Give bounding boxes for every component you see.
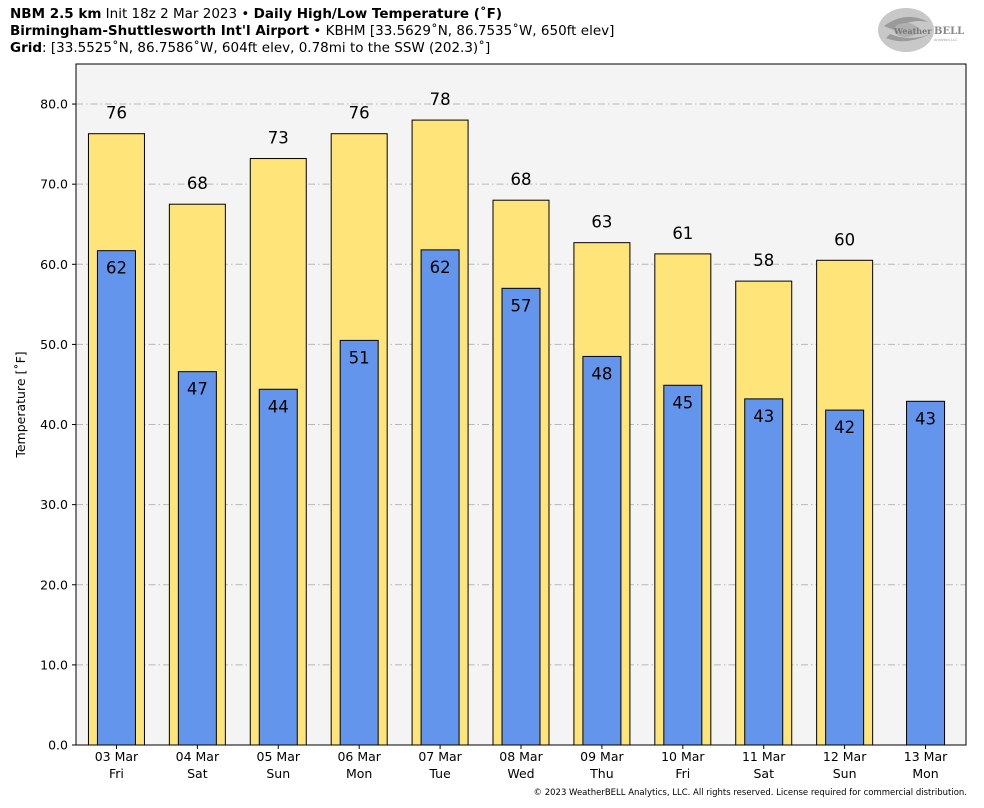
low-temp-label: 44 xyxy=(268,397,289,416)
high-temp-label: 76 xyxy=(349,104,370,123)
low-temp-label: 62 xyxy=(106,259,127,278)
axes: 0.0 10.0 20.0 30.0 40.0 50.0 60.0 70.0 80.0 03 Ma… xyxy=(40,97,948,781)
low-temp-label: 62 xyxy=(430,258,451,277)
high-temp-label: 63 xyxy=(591,213,612,232)
low-temp-bar xyxy=(177,371,217,746)
high-temp-label: 73 xyxy=(268,129,289,148)
x-tick-label-day: Sun xyxy=(266,766,290,781)
low-temp-bar xyxy=(258,388,298,746)
low-temp-bar xyxy=(420,249,460,746)
logo-text-b: BELL xyxy=(934,26,964,37)
x-tick-label-date: 13 Mar xyxy=(904,749,948,764)
low-temp-label: 48 xyxy=(591,364,612,383)
low-temp-bar xyxy=(825,409,865,746)
y-tick-label: 60.0 xyxy=(40,257,68,272)
high-temp-label: 68 xyxy=(511,170,532,189)
low-temp-label: 42 xyxy=(834,418,855,437)
high-temp-label: 78 xyxy=(430,90,451,109)
high-temp-label: 61 xyxy=(672,224,693,243)
x-tick-label-day: Thu xyxy=(589,766,613,781)
low-temp-bar xyxy=(663,384,703,746)
x-tick-label-date: 05 Mar xyxy=(257,749,301,764)
low-temp-bar xyxy=(501,287,541,746)
x-tick-label-day: Fri xyxy=(109,766,124,781)
header-line-1: NBM 2.5 km Init 18z 2 Mar 2023 • Daily H… xyxy=(10,6,502,23)
x-tick-label-date: 09 Mar xyxy=(580,749,624,764)
low-temp-label: 45 xyxy=(672,393,693,412)
x-tick-label-date: 10 Mar xyxy=(661,749,705,764)
y-tick-label: 0.0 xyxy=(48,738,68,753)
grid-info: : [33.5525˚N, 86.7586˚W, 604ft elev, 0.7… xyxy=(42,40,491,56)
y-axis-label: Temperature [˚F] xyxy=(13,351,28,458)
x-tick-label-date: 03 Mar xyxy=(95,749,139,764)
x-tick-label-date: 06 Mar xyxy=(337,749,381,764)
copyright-notice: © 2023 WeatherBELL Analytics, LLC. All r… xyxy=(533,788,967,798)
y-tick-label: 70.0 xyxy=(40,177,68,192)
data-labels: 76 62 68 47 73 44 76 51 78 62 68 57 63 48 61 45 58 43 60 42… xyxy=(106,90,936,437)
station-info: • KBHM [33.5629˚N, 86.7535˚W, 650ft elev… xyxy=(309,23,615,39)
x-tick-label-date: 11 Mar xyxy=(742,749,786,764)
logo-tagline: Analytics LLC xyxy=(934,38,958,42)
weatherbell-logo: Weather BELL Analytics LLC xyxy=(878,8,964,52)
model-name: NBM 2.5 km xyxy=(10,6,102,22)
bars xyxy=(87,119,946,746)
y-tick-label: 30.0 xyxy=(40,497,68,512)
high-temp-label: 60 xyxy=(834,230,855,249)
high-temp-label: 68 xyxy=(187,174,208,193)
init-time: Init 18z 2 Mar 2023 • xyxy=(101,6,254,22)
high-temp-label: 76 xyxy=(106,104,127,123)
header-line-3: Grid: [33.5525˚N, 86.7586˚W, 604ft elev,… xyxy=(10,40,490,57)
x-tick-label-day: Mon xyxy=(346,766,372,781)
low-temp-bar xyxy=(339,339,379,746)
header-line-2: Birmingham-Shuttlesworth Int'l Airport •… xyxy=(10,23,614,40)
high-temp-label: 58 xyxy=(753,251,774,270)
y-tick-label: 20.0 xyxy=(40,577,68,592)
y-tick-label: 80.0 xyxy=(40,97,68,112)
x-tick-label-day: Sat xyxy=(753,766,774,781)
low-temp-label: 43 xyxy=(915,409,936,428)
y-tick-label: 40.0 xyxy=(40,417,68,432)
low-temp-label: 43 xyxy=(753,407,774,426)
low-temp-label: 47 xyxy=(187,380,208,399)
x-tick-label-day: Sat xyxy=(187,766,208,781)
x-tick-label-day: Tue xyxy=(428,766,451,781)
station-name: Birmingham-Shuttlesworth Int'l Airport xyxy=(10,23,310,39)
x-tick-label-day: Wed xyxy=(507,766,534,781)
low-temp-label: 51 xyxy=(349,348,370,367)
y-tick-label: 50.0 xyxy=(40,337,68,352)
low-temp-bar xyxy=(906,400,946,746)
x-tick-label-date: 08 Mar xyxy=(499,749,543,764)
low-temp-bar xyxy=(582,355,622,746)
low-temp-bar xyxy=(744,398,784,746)
logo-text-a: Weather xyxy=(893,26,932,36)
low-temp-bar xyxy=(96,250,136,746)
x-tick-label-day: Mon xyxy=(912,766,938,781)
low-temp-label: 57 xyxy=(511,296,532,315)
chart-title: Daily High/Low Temperature (˚F) xyxy=(253,6,503,22)
x-tick-label-day: Sun xyxy=(833,766,857,781)
x-tick-label-day: Fri xyxy=(675,766,690,781)
grid-label: Grid xyxy=(10,40,43,56)
x-tick-label-date: 04 Mar xyxy=(176,749,220,764)
x-tick-label-date: 12 Mar xyxy=(823,749,867,764)
x-tick-label-date: 07 Mar xyxy=(418,749,462,764)
y-tick-label: 10.0 xyxy=(40,657,68,672)
